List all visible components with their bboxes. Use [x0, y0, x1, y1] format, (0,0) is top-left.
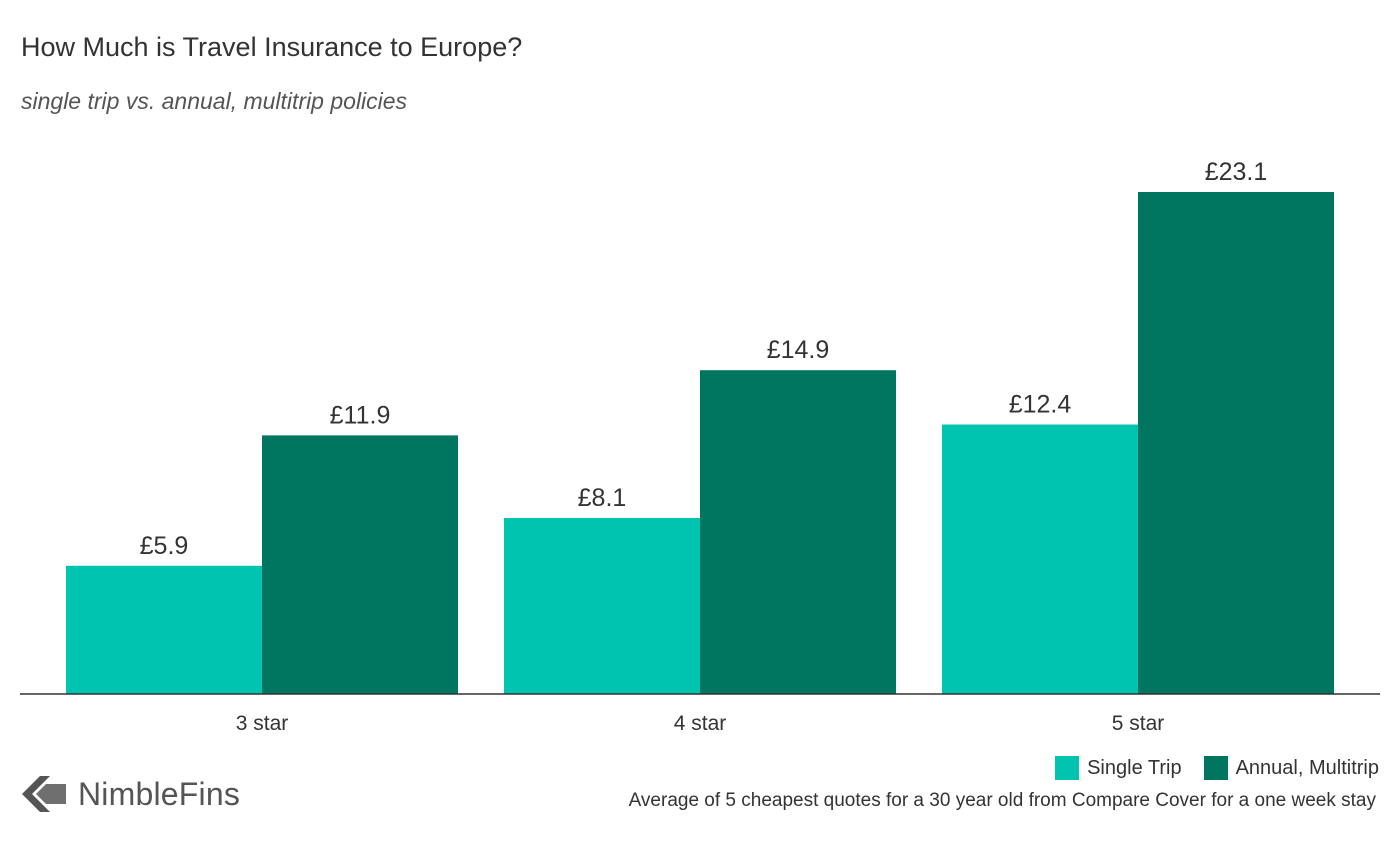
- bar-annual-multitrip-5-star: [1138, 192, 1334, 694]
- value-label-annual-multitrip-5-star: £23.1: [1205, 158, 1268, 186]
- bar-single-trip-5-star: [942, 424, 1138, 694]
- legend-item-annual-multitrip: Annual, Multitrip: [1203, 756, 1379, 780]
- x-tick-label-3-star: 3 star: [236, 712, 289, 735]
- legend-label-annual-multitrip: Annual, Multitrip: [1235, 756, 1379, 779]
- value-labels-layer: £5.9 £11.9 £8.1 £14.9 £12.4 £23.1: [140, 158, 1268, 560]
- value-label-annual-multitrip-4-star: £14.9: [767, 336, 830, 364]
- x-tick-label-5-star: 5 star: [1112, 712, 1165, 735]
- chevron-left-arrow-icon: [22, 776, 66, 812]
- brand-logo: NimbleFins: [20, 774, 240, 814]
- legend-swatch-annual-multitrip: [1203, 756, 1228, 780]
- legend-swatch-single-trip: [1055, 756, 1080, 780]
- value-label-single-trip-5-star: £12.4: [1009, 391, 1072, 419]
- bar-single-trip-3-star: [66, 565, 262, 694]
- value-label-annual-multitrip-3-star: £11.9: [330, 401, 391, 429]
- bars-layer: [66, 192, 1334, 694]
- chart-subtitle: single trip vs. annual, multitrip polici…: [21, 88, 408, 114]
- source-note: Average of 5 cheapest quotes for a 30 ye…: [628, 790, 1376, 811]
- chart-title: How Much is Travel Insurance to Europe?: [21, 32, 523, 62]
- legend-item-single-trip: Single Trip: [1055, 756, 1182, 780]
- x-tick-labels: 3 star 4 star 5 star: [236, 712, 1165, 735]
- value-label-single-trip-4-star: £8.1: [578, 484, 627, 512]
- bar-single-trip-4-star: [504, 517, 700, 694]
- x-tick-label-4-star: 4 star: [674, 712, 727, 735]
- legend: Single Trip Annual, Multitrip: [1033, 756, 1379, 780]
- value-label-single-trip-3-star: £5.9: [140, 532, 189, 560]
- brand-name: NimbleFins: [78, 775, 241, 812]
- bar-annual-multitrip-3-star: [262, 435, 458, 694]
- legend-label-single-trip: Single Trip: [1087, 756, 1182, 779]
- bar-annual-multitrip-4-star: [700, 370, 896, 694]
